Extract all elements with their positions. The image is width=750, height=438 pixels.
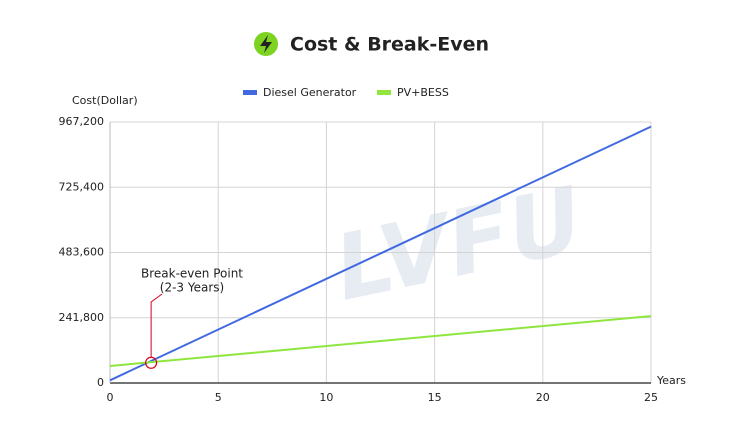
legend-label: PV+BESS: [397, 86, 449, 99]
annotation-point: [145, 356, 158, 369]
chart-title: Cost & Break-Even: [290, 34, 489, 56]
series-line: [109, 315, 652, 367]
x-axis-label: Years: [656, 374, 686, 387]
x-tick-label: 15: [428, 391, 442, 404]
watermark: LVFU: [326, 167, 592, 322]
y-axis-label: Cost(Dollar): [72, 94, 138, 107]
legend-label: Diesel Generator: [263, 86, 357, 99]
title-icon: [254, 32, 278, 56]
y-tick-label: 967,200: [59, 115, 105, 128]
x-tick-label: 25: [644, 391, 658, 404]
x-tick-label: 5: [215, 391, 222, 404]
legend-swatch: [377, 90, 391, 95]
annotation-leader: [150, 293, 163, 357]
y-tick-label: 241,800: [59, 311, 105, 324]
legend-swatch: [243, 90, 257, 95]
x-tick-label: 0: [107, 391, 114, 404]
x-tick-label: 10: [319, 391, 333, 404]
y-tick-label: 483,600: [59, 246, 105, 259]
annotation-text: (2-3 Years): [160, 281, 224, 295]
x-tick-label: 20: [536, 391, 550, 404]
y-tick-label: 725,400: [59, 180, 105, 193]
series-line: [109, 125, 652, 382]
y-tick-label: 0: [97, 376, 104, 389]
annotation-text: Break-even Point: [141, 267, 243, 281]
